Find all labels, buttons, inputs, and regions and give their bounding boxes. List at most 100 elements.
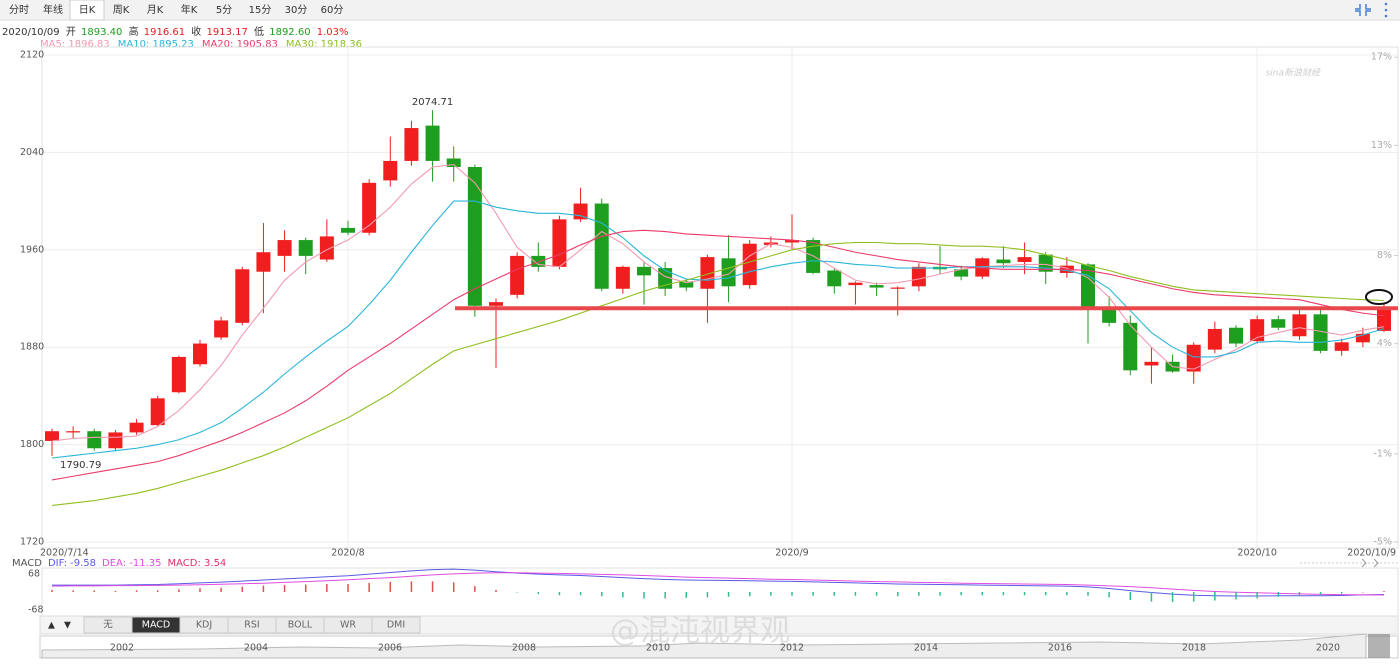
macd-bar [812,592,814,596]
macd-bar [114,590,117,592]
macd-bar [241,586,244,592]
macd-bar [347,584,349,592]
macd-bar [1108,592,1110,598]
candle-body [319,236,334,260]
macd-bar [1214,592,1216,601]
candle-body [489,302,503,306]
up-button[interactable]: ▲ [48,621,55,631]
macd-bar [1277,592,1280,597]
candle-body [1207,328,1222,350]
indicator-tab-label[interactable]: 无 [103,620,113,631]
macd-bar [1319,592,1322,595]
navigator-year: 2014 [914,643,938,654]
macd-bar [389,581,392,592]
candle-body [637,266,651,276]
expand-icon[interactable] [1361,558,1379,568]
indicator-tab-label[interactable]: RSI [244,620,259,631]
candle-body [129,422,144,433]
indicator-tab-label[interactable]: WR [340,620,356,631]
macd-bar [368,582,370,592]
candle-body [383,160,398,181]
macd-bar [283,585,286,592]
x-tick-label: 2020/10/9 [1347,548,1396,559]
macd-bar [748,592,751,597]
macd-bar [706,592,709,598]
toolbar [0,0,1400,20]
tab[interactable]: 周K [113,4,130,16]
candle-body [1144,361,1159,366]
navigator-year: 2020 [1316,643,1340,654]
macd-bar [643,592,645,599]
macd-bar [579,592,582,596]
macd-bar [791,592,793,596]
indicator-tab-label[interactable]: BOLL [288,620,313,631]
indicator-tab-label[interactable]: DMI [387,620,405,631]
indicator-tab-label[interactable]: MACD [142,620,170,631]
candle-body [235,269,250,323]
tab[interactable]: 5分 [216,4,232,16]
candle-body [1250,319,1265,342]
macd-bar [410,581,413,592]
close-label: 收 [191,25,201,38]
candle-body [298,240,313,256]
legend-entry: DEA: -11.35 [102,558,161,569]
candle-body [45,431,59,441]
open: 1893.40 [81,27,122,38]
tab[interactable]: 分时 [9,4,29,16]
macd-bar [474,586,476,592]
candle-body [721,258,736,287]
legend-entry: MACD: 3.54 [168,558,227,569]
source-watermark: sina新浪财经 [1266,68,1321,79]
tab[interactable]: 30分 [285,4,308,16]
y-tick-label: 68 [28,568,40,579]
candle-body [193,343,207,365]
macd-bar [93,590,96,592]
candle-body [848,282,863,286]
macd-bar [981,592,984,596]
macd-bar [833,592,836,596]
macd-bar [1087,592,1089,596]
tab[interactable]: 日K [79,5,96,16]
x-tick-label: 2020/9 [775,548,808,559]
navigator-handle[interactable] [1368,634,1390,658]
y-tick-label: 1800 [20,439,44,450]
y2-tick-label: -5% [1374,537,1393,548]
tab[interactable]: 60分 [321,4,344,16]
tab[interactable]: 月K [147,4,164,16]
highlight-circle [1365,289,1393,305]
tab[interactable]: 年线 [43,3,63,16]
navigator-year: 2018 [1182,643,1206,654]
down-button[interactable]: ▼ [64,621,71,631]
y2-tick-label: 4% [1377,338,1392,349]
ma-line [51,229,1385,481]
macd-bar [770,592,772,596]
macd-bar [600,592,603,597]
y2-tick-label: 17% [1371,52,1392,63]
candle-body [1271,319,1286,328]
macd-title: MACD [12,558,42,569]
macd-bar [304,584,307,592]
macd-bar [1192,592,1195,602]
low-label: 低 [254,25,264,38]
candle-body [594,203,609,289]
macd-bar [1362,592,1364,593]
tab[interactable]: 年K [181,3,198,16]
more-icon[interactable] [1384,2,1388,18]
macd-bar [156,590,159,592]
candle-body [742,243,757,286]
candle-body [362,182,377,233]
open-label: 开 [66,27,76,38]
macd-bar [1150,592,1153,602]
low: 1892.60 [269,27,310,38]
candle-body [1292,314,1307,337]
macd-bar [1129,592,1132,600]
candle-body [425,125,440,161]
tab[interactable]: 15分 [249,4,272,16]
candle-body [150,398,165,426]
change: 1.03% [317,27,349,38]
compress-icon[interactable] [1355,4,1371,16]
macd-bar [262,585,265,592]
indicator-tab-label[interactable]: KDJ [196,620,212,631]
quote-line: 2020/10/09 开 1893.40 高 1916.61 收 1913.17… [2,25,349,38]
candle-body [277,240,292,256]
